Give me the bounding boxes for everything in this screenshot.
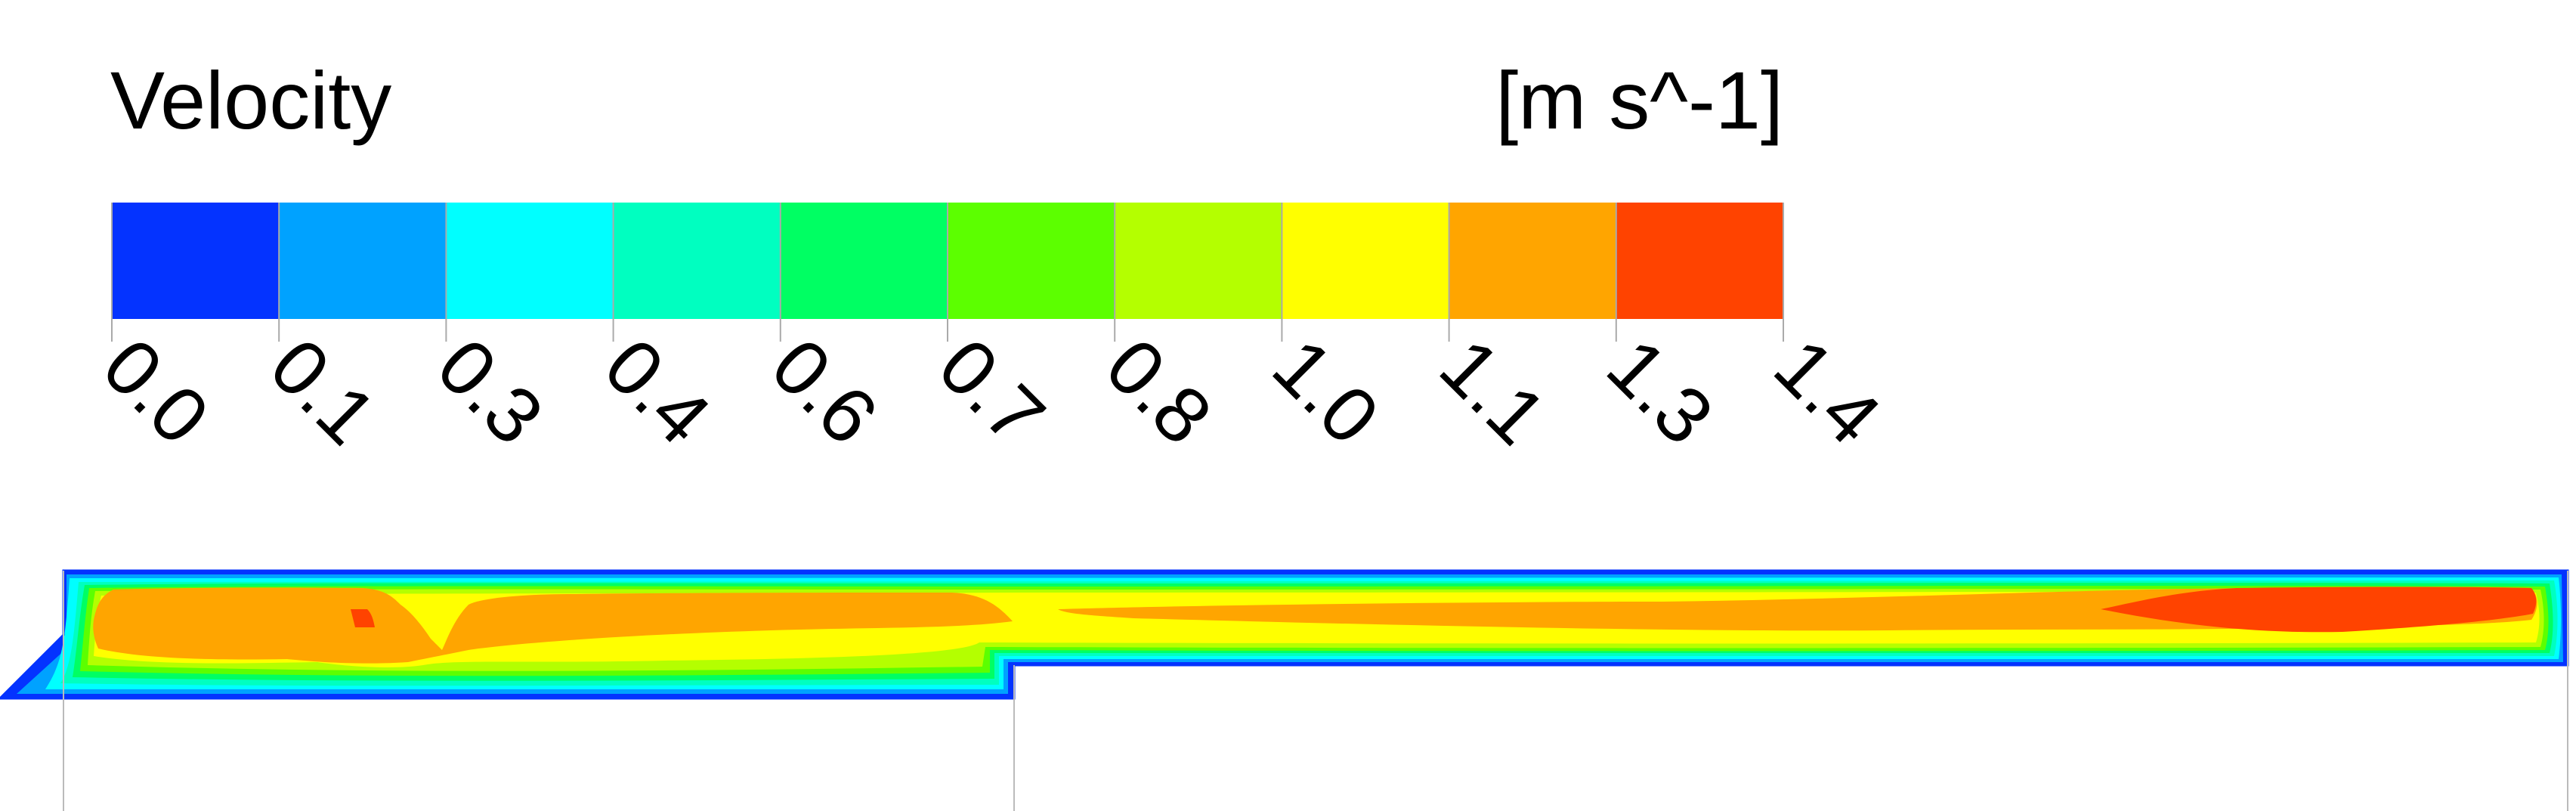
colorbar-tick-label: 0.7	[922, 322, 1061, 461]
colorbar-tick-label: 1.4	[1758, 322, 1897, 461]
colorbar-tick-label: 0.1	[253, 322, 392, 461]
colorbar-tick-label: 0.0	[86, 322, 225, 461]
colorbar-tick-label: 1.3	[1591, 322, 1730, 461]
contour-level-8-left	[93, 587, 1013, 664]
colorbar-tick-label: 0.8	[1089, 322, 1228, 461]
colorbar-segment	[948, 203, 1115, 319]
colorbar-segment	[1616, 203, 1784, 319]
colorbar-tick-label: 0.3	[420, 322, 559, 461]
contour-level-9-left	[351, 609, 375, 627]
colorbar-segment	[446, 203, 614, 319]
velocity-contour-field	[0, 571, 2568, 698]
legend-title: Velocity	[110, 54, 391, 146]
colorbar-legend: Velocity [m s^-1] 0.0 0.1 0.3 0.4 0.6 0.7 0.8 1…	[86, 54, 1897, 461]
contour-level-9-right	[2101, 587, 2537, 633]
colorbar-segment	[112, 203, 280, 319]
colorbar-tick-label: 1.1	[1423, 322, 1562, 461]
colorbar-segment	[780, 203, 948, 319]
colorbar-tick-label: 0.6	[755, 322, 894, 461]
colorbar-segment	[1449, 203, 1617, 319]
colorbar-segment	[1282, 203, 1450, 319]
colorbar-tick-label: 0.4	[587, 322, 726, 461]
colorbar	[112, 203, 1784, 319]
colorbar-segment	[613, 203, 781, 319]
colorbar-segment	[279, 203, 447, 319]
colorbar-segment	[1115, 203, 1282, 319]
legend-unit: [m s^-1]	[1495, 54, 1783, 146]
colorbar-tick-label: 1.0	[1256, 322, 1395, 461]
frame-lines	[63, 571, 2568, 811]
